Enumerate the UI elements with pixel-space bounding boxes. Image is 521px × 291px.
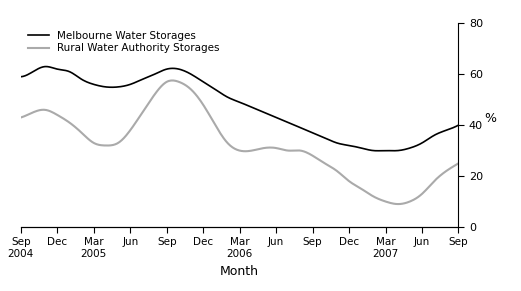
Rural Water Authority Storages [18,116,24,119]
Rural Water Authority Storages [395,202,401,206]
Line: Melbourne Water Storages: Melbourne Water Storages [21,67,458,151]
Rural Water Authority Storages [294,149,301,152]
Rural Water Authority Storages [70,124,77,127]
Rural Water Authority Storages [160,82,167,86]
Melbourne Water Storages [43,65,49,68]
Melbourne Water Storages [18,75,24,79]
Melbourne Water Storages [334,141,341,145]
X-axis label: Month: Month [220,265,259,278]
Rural Water Authority Storages [337,172,343,175]
Rural Water Authority Storages [169,79,176,82]
Line: Rural Water Authority Storages: Rural Water Authority Storages [21,80,458,204]
Rural Water Authority Storages [192,92,199,96]
Melbourne Water Storages [71,73,78,76]
Melbourne Water Storages [162,68,168,72]
Rural Water Authority Storages [455,162,462,165]
Legend: Melbourne Water Storages, Rural Water Authority Storages: Melbourne Water Storages, Rural Water Au… [26,29,222,55]
Melbourne Water Storages [294,125,301,128]
Melbourne Water Storages [337,142,343,146]
Melbourne Water Storages [455,123,462,127]
Y-axis label: %: % [484,112,496,125]
Melbourne Water Storages [374,149,380,152]
Melbourne Water Storages [192,75,199,79]
Rural Water Authority Storages [334,170,341,173]
